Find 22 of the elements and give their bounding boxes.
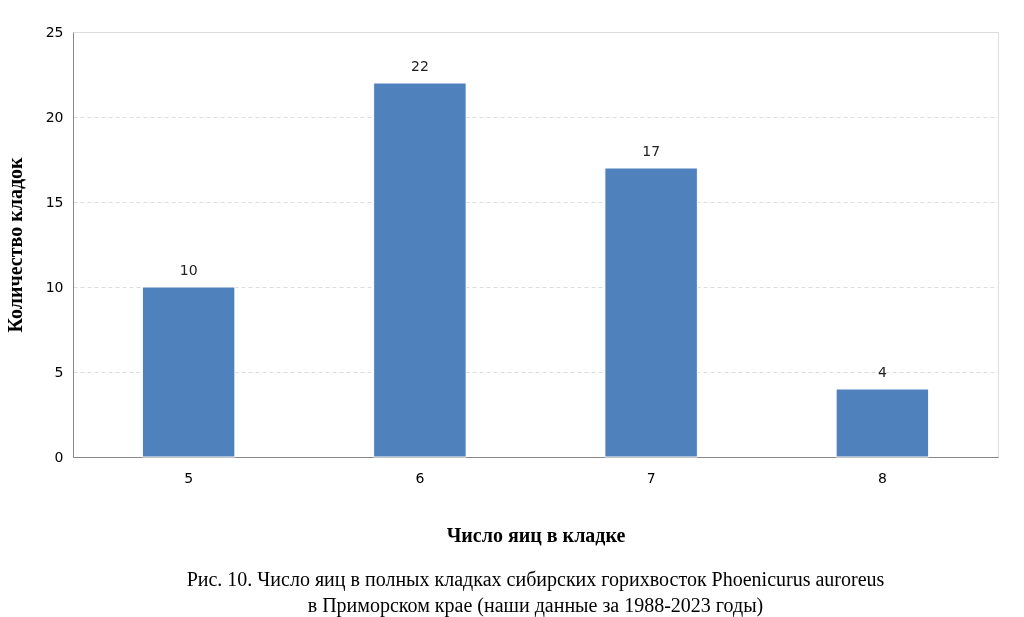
y-tick-label: 20 [45, 108, 64, 125]
x-tick-label: 8 [877, 469, 887, 486]
y-axis-title: Количество кладок [3, 156, 26, 333]
bar [604, 167, 698, 458]
bar [141, 286, 236, 458]
data-label: 10 [179, 262, 198, 278]
x-tick-label: 7 [646, 469, 656, 486]
x-tick-label: 5 [184, 469, 194, 486]
text: Рис. 10. Число яиц в полных кладках сибирских горихвосток Phoenicurus auroreus [186, 568, 885, 591]
data-label: 4 [877, 364, 887, 380]
y-tick-label: 15 [45, 193, 64, 210]
x-axis-title: Число яиц в кладке [446, 523, 626, 546]
x-tick-label: 6 [415, 469, 425, 486]
y-tick-label: 25 [45, 23, 64, 40]
bar [835, 388, 930, 458]
y-tick-label: 0 [54, 448, 64, 465]
data-label: 22 [410, 58, 429, 74]
y-tick-label: 5 [54, 363, 64, 380]
bar [373, 82, 467, 458]
y-tick-label: 10 [45, 278, 64, 295]
data-label: 17 [642, 143, 661, 159]
text: в Приморском крае (наши данные за 1988-2023 годы) [307, 594, 764, 617]
